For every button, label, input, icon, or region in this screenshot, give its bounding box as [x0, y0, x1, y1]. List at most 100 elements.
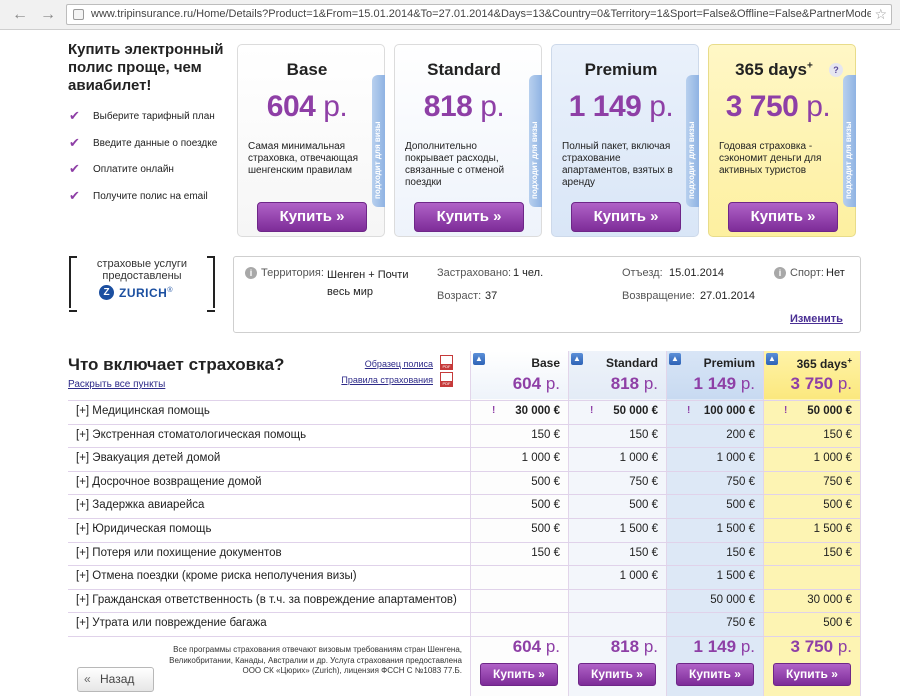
zurich-logo-icon: Z — [99, 285, 114, 300]
coverage-row-label[interactable]: [+] Задержка авиарейса — [76, 499, 205, 512]
column-base-bg — [470, 351, 568, 696]
info-icon[interactable]: i — [774, 267, 786, 279]
row-divider — [68, 470, 860, 472]
footer-price-standard: 818 р. — [610, 637, 658, 656]
back-button[interactable]: « Назад — [77, 667, 154, 692]
plan-card-standard: Standard 818 р. Дополнительно покрывает … — [394, 44, 542, 237]
forward-arrow-icon[interactable]: → — [40, 6, 56, 23]
help-icon[interactable]: ? — [829, 63, 843, 77]
coverage-row-label[interactable]: [+] Утрата или повреждение багажа — [76, 617, 267, 630]
buy-button-365-days[interactable]: Купить » — [728, 202, 838, 232]
plan-price: 604 р. — [266, 90, 348, 123]
trip-summary: i Территория: Шенген + Почти весь мир За… — [233, 256, 861, 333]
footer-buy-button-standard[interactable]: Купить » — [578, 663, 656, 686]
coverage-row-label[interactable]: [+] Потеря или похищение документов — [76, 546, 282, 559]
thumbs-up-icon: ▲ — [766, 353, 778, 365]
row-divider — [68, 494, 860, 496]
column-header-premium — [666, 351, 763, 399]
star-icon[interactable]: ☆ — [874, 6, 887, 22]
visa-tab: подходит для визы — [686, 75, 699, 207]
browser-toolbar: ← → www.tripinsurance.ru/Home/Details?Pr… — [0, 0, 900, 30]
coverage-cell: 1 500 € — [716, 523, 755, 535]
column-header-standard — [568, 351, 666, 399]
column-divider — [568, 351, 569, 696]
url-text[interactable]: www.tripinsurance.ru/Home/Details?Produc… — [91, 8, 871, 20]
footer-buy-button-365-days[interactable]: Купить » — [773, 663, 851, 686]
info-icon[interactable]: i — [245, 267, 257, 279]
pdf-icon[interactable] — [440, 355, 453, 370]
plan-price: 818 р. — [423, 90, 505, 123]
buy-button-premium[interactable]: Купить » — [571, 202, 681, 232]
plan-description: Дополнительно покрывает расходы, связанн… — [405, 141, 505, 188]
thumbs-up-icon: ▲ — [473, 353, 485, 365]
coverage-cell: 50 000 € — [613, 405, 658, 417]
column-header-365-days — [763, 351, 860, 399]
column-header-base — [470, 351, 568, 399]
departure-label: Отъезд: — [622, 267, 663, 279]
step-item: ✔ Оплатите онлайн — [68, 162, 217, 190]
check-icon: ✔ — [69, 187, 80, 203]
coverage-cell: 500 € — [629, 499, 658, 512]
plan-price: 1 149 р. — [568, 90, 674, 123]
insured-value: 1 чел. — [513, 267, 544, 279]
coverage-row-label[interactable]: [+] Медицинская помощь — [76, 405, 210, 417]
steps-list: ✔ Выберите тарифный план ✔ Введите данные … — [68, 109, 217, 217]
footer-buy-button-base[interactable]: Купить » — [480, 663, 558, 686]
footnote: Все программы страхования отвечают визов… — [169, 645, 462, 675]
plan-description: Полный пакет, включая страхование апарта… — [562, 141, 673, 188]
warning-icon[interactable]: ! — [492, 405, 496, 416]
coverage-title: Что включает страховка? — [68, 355, 285, 374]
coverage-cell: 750 € — [823, 475, 852, 488]
column-divider — [763, 351, 764, 696]
insurance-rules-link[interactable]: Правила страхования — [341, 375, 433, 385]
column-name-base: Base — [531, 356, 560, 370]
step-label: Оплатите онлайн — [93, 164, 174, 175]
buy-button-base[interactable]: Купить » — [257, 202, 367, 232]
row-divider — [68, 565, 860, 567]
step-item: ✔ Выберите тарифный план — [68, 109, 217, 137]
pdf-icon[interactable] — [440, 372, 453, 387]
coverage-cell: 150 € — [823, 428, 852, 441]
coverage-cell: 1 000 € — [813, 452, 852, 465]
buy-button-standard[interactable]: Купить » — [414, 202, 524, 232]
plan-description: Самая минимальная страховка, отвечающая … — [248, 141, 359, 176]
coverage-cell: 1 000 € — [619, 452, 658, 465]
return-value: 27.01.2014 — [700, 290, 756, 302]
column-name-365-days: 365 days+ — [796, 356, 852, 371]
footer-price-premium: 1 149 р. — [693, 637, 755, 656]
step-item: ✔ Получите полис на email — [68, 187, 217, 217]
column-365-days-bg — [763, 351, 860, 696]
coverage-cell: 500 € — [823, 499, 852, 512]
sport-label: Спорт: — [790, 267, 824, 279]
row-divider — [68, 636, 860, 637]
coverage-row-label[interactable]: [+] Юридическая помощь — [76, 523, 212, 535]
coverage-row-label[interactable]: [+] Эвакуация детей домой — [76, 452, 221, 465]
insured-label: Застраховано: — [437, 267, 512, 279]
warning-icon[interactable]: ! — [687, 405, 691, 416]
footer-buy-button-premium[interactable]: Купить » — [676, 663, 754, 686]
coverage-cell: 150 € — [531, 428, 560, 441]
address-bar[interactable]: www.tripinsurance.ru/Home/Details?Produc… — [66, 4, 892, 25]
coverage-row-label[interactable]: [+] Досрочное возвращение домой — [76, 475, 262, 488]
footer-price-365-days: 3 750 р. — [790, 637, 852, 656]
change-link[interactable]: Изменить — [790, 313, 843, 325]
row-divider — [68, 588, 860, 590]
coverage-row-label[interactable]: [+] Экстренная стоматологическая помощь — [76, 428, 307, 441]
coverage-row-label[interactable]: [+] Отмена поездки (кроме риска неполуче… — [76, 570, 357, 583]
plan-card-base: Base 604 р. Самая минимальная страховка,… — [237, 44, 385, 237]
return-label: Возвращение: — [622, 290, 695, 302]
coverage-cell: 1 000 € — [619, 570, 658, 583]
policy-sample-link[interactable]: Образец полиса — [364, 359, 433, 369]
back-arrow-icon[interactable]: ← — [12, 6, 28, 23]
coverage-row-label[interactable]: [+] Гражданская ответственность (в т.ч. … — [76, 593, 457, 606]
warning-icon[interactable]: ! — [784, 405, 788, 416]
plan-card-365-days: 365 days+ ? 3 750 р. Годовая страховка -… — [708, 44, 856, 237]
warning-icon[interactable]: ! — [590, 405, 594, 416]
territory-label: Территория: — [261, 267, 324, 279]
coverage-cell: 150 € — [629, 546, 658, 559]
coverage-cell: 500 € — [531, 499, 560, 512]
coverage-cell: 150 € — [823, 546, 852, 559]
expand-all-link[interactable]: Раскрыть все пункты — [68, 379, 166, 390]
insurer-box: страховые услуги предоставлены Z ZURICH® — [69, 256, 215, 312]
plan-price: 3 750 р. — [725, 90, 831, 123]
